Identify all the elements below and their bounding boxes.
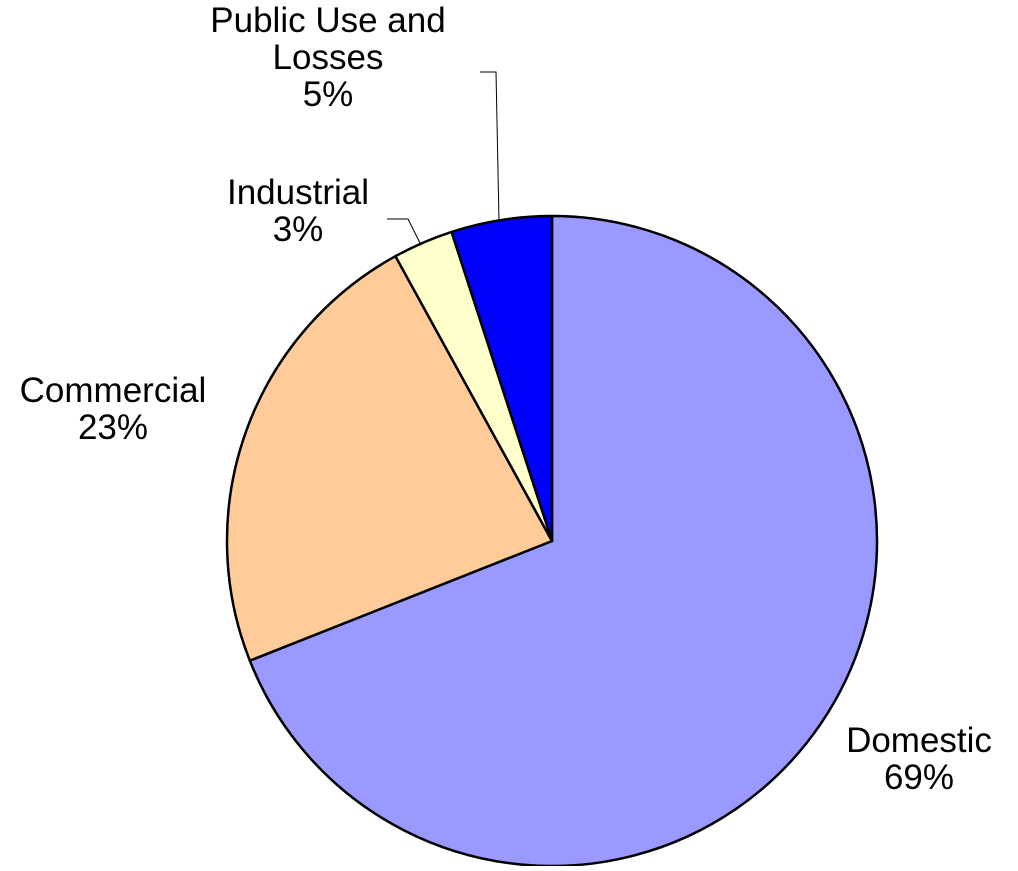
pie-slice-public-use-and-losses	[450, 214, 554, 543]
data-label-commercial: Commercial 23%	[20, 371, 207, 447]
pie-slice-commercial	[225, 254, 554, 662]
leader-line-public-use-and-losses	[480, 71, 500, 222]
data-label-category: Public Use and	[210, 1, 445, 40]
data-label-category: Losses	[273, 38, 384, 77]
data-label-category: Industrial	[227, 173, 369, 212]
pie-slices	[225, 214, 879, 868]
data-label-value: 69%	[884, 758, 954, 797]
leader-lines	[387, 71, 500, 246]
data-label-category: Domestic	[846, 721, 992, 760]
data-label-industrial: Industrial 3%	[227, 173, 369, 249]
leader-line-industrial	[387, 218, 422, 246]
data-label-domestic: Domestic 69%	[846, 721, 992, 797]
data-label-value: 3%	[273, 210, 324, 249]
data-label-category: Commercial	[20, 371, 207, 410]
data-label-value: 5%	[303, 75, 354, 114]
data-label-value: 23%	[78, 408, 148, 447]
data-label-public-use-and-losses: Public Use and Losses 5%	[210, 1, 445, 114]
pie-slice-domestic	[248, 214, 879, 868]
data-labels: Domestic 69% Commercial 23% Industrial 3% Publ…	[20, 1, 992, 797]
